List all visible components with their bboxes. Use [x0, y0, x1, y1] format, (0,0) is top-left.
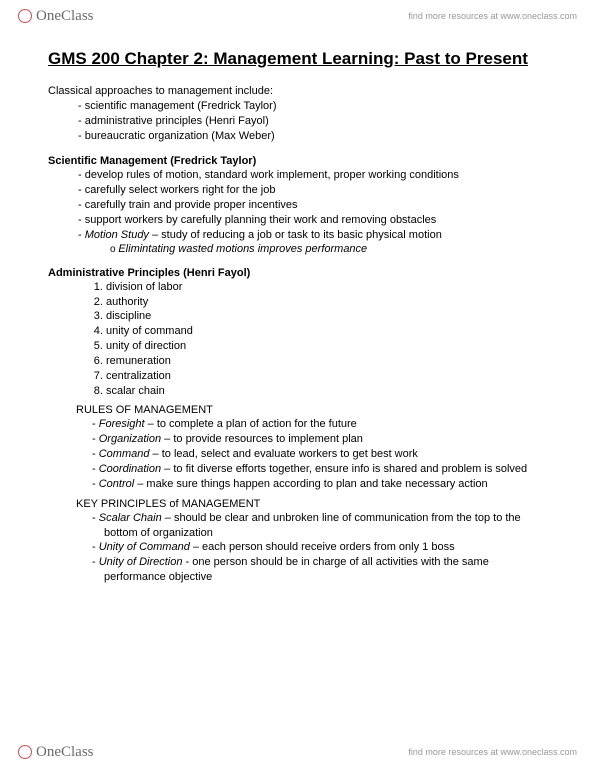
- list-item: carefully select workers right for the j…: [90, 183, 547, 198]
- list-item: scalar chain: [106, 384, 547, 399]
- page-title: GMS 200 Chapter 2: Management Learning: …: [48, 48, 547, 71]
- list-item: carefully train and provide proper incen…: [90, 198, 547, 213]
- list-item: Unity of Direction - one person should b…: [104, 555, 547, 585]
- footer-bar: OneClass find more resources at www.onec…: [0, 736, 595, 766]
- rules-heading: RULES OF MANAGEMENT: [48, 404, 547, 416]
- motion-sub: Elimintating wasted motions improves per…: [118, 243, 367, 255]
- list-item: Foresight – to complete a plan of action…: [104, 417, 547, 432]
- motion-sublist: Elimintating wasted motions improves per…: [48, 243, 547, 255]
- rules-list: Foresight – to complete a plan of action…: [48, 417, 547, 491]
- key-term: Unity of Command: [99, 541, 190, 553]
- list-item: Elimintating wasted motions improves per…: [110, 243, 547, 255]
- list-item: bureaucratic organization (Max Weber): [90, 129, 547, 144]
- rule-def: – to complete a plan of action for the f…: [145, 418, 357, 430]
- list-item: Organization – to provide resources to i…: [104, 432, 547, 447]
- list-item: Unity of Command – each person should re…: [104, 540, 547, 555]
- intro-text: Classical approaches to management inclu…: [48, 85, 547, 97]
- list-item: Command – to lead, select and evaluate w…: [104, 447, 547, 462]
- rule-term: Organization: [99, 433, 161, 445]
- brand-logo-footer: OneClass: [18, 744, 94, 761]
- list-item: unity of command: [106, 324, 547, 339]
- rule-term: Command: [99, 448, 150, 460]
- list-item: unity of direction: [106, 339, 547, 354]
- key-def: – each person should receive orders from…: [190, 541, 455, 553]
- scientific-list: develop rules of motion, standard work i…: [48, 168, 547, 242]
- logo-ring-icon: [18, 745, 32, 759]
- key-term: Scalar Chain: [99, 512, 162, 524]
- list-item: division of labor: [106, 280, 547, 295]
- list-item: Control – make sure things happen accord…: [104, 477, 547, 492]
- admin-list: division of labor authority discipline u…: [48, 280, 547, 399]
- logo-ring-icon: [18, 9, 32, 23]
- classical-list: scientific management (Fredrick Taylor) …: [48, 99, 547, 144]
- list-item: Coordination – to fit diverse efforts to…: [104, 462, 547, 477]
- list-item: Scalar Chain – should be clear and unbro…: [104, 511, 547, 541]
- rule-term: Foresight: [99, 418, 145, 430]
- list-item: support workers by carefully planning th…: [90, 213, 547, 228]
- list-item: discipline: [106, 309, 547, 324]
- list-item: scientific management (Fredrick Taylor): [90, 99, 547, 114]
- list-item: Motion Study – study of reducing a job o…: [90, 228, 547, 243]
- key-def: – should be clear and unbroken line of c…: [104, 512, 521, 539]
- list-item: remuneration: [106, 354, 547, 369]
- brand-name-footer: OneClass: [36, 744, 94, 761]
- rule-def: – to lead, select and evaluate workers t…: [149, 448, 417, 460]
- motion-term: Motion Study: [85, 229, 149, 241]
- rule-def: – to fit diverse efforts together, ensur…: [161, 463, 527, 475]
- rule-term: Coordination: [99, 463, 161, 475]
- brand-name: OneClass: [36, 8, 94, 25]
- rule-def: – to provide resources to implement plan: [161, 433, 363, 445]
- key-term: Unity of Direction: [99, 556, 183, 568]
- footer-tagline: find more resources at www.oneclass.com: [408, 747, 577, 757]
- key-principles-heading: KEY PRINCIPLES of MANAGEMENT: [48, 498, 547, 510]
- brand-logo: OneClass: [18, 8, 94, 25]
- rule-def: – make sure things happen according to p…: [134, 478, 487, 490]
- list-item: administrative principles (Henri Fayol): [90, 114, 547, 129]
- motion-def: – study of reducing a job or task to its…: [149, 229, 442, 241]
- rule-term: Control: [99, 478, 134, 490]
- list-item: develop rules of motion, standard work i…: [90, 168, 547, 183]
- admin-heading: Administrative Principles (Henri Fayol): [48, 267, 547, 279]
- list-item: centralization: [106, 369, 547, 384]
- list-item: authority: [106, 295, 547, 310]
- header-tagline: find more resources at www.oneclass.com: [408, 11, 577, 21]
- header-bar: OneClass find more resources at www.onec…: [0, 0, 595, 30]
- document-body: GMS 200 Chapter 2: Management Learning: …: [0, 30, 595, 585]
- key-principles-list: Scalar Chain – should be clear and unbro…: [48, 511, 547, 585]
- scientific-heading: Scientific Management (Fredrick Taylor): [48, 155, 547, 167]
